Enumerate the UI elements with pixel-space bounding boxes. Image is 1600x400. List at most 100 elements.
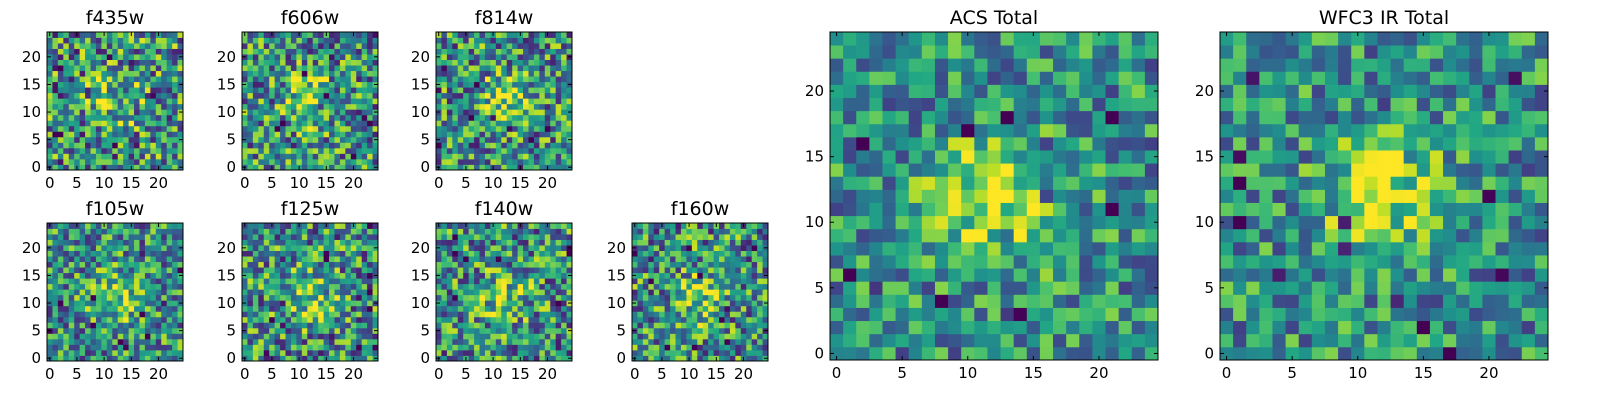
heatmap-cell [869,320,883,335]
heatmap-cell [490,245,497,251]
heatmap-cell [724,327,731,334]
heatmap-cell [285,294,292,301]
heatmap-cell [123,87,129,94]
heatmap-cell [474,250,480,257]
heatmap-cell [323,267,330,274]
heatmap-cell [1079,202,1093,217]
heatmap-cell [550,164,557,171]
heatmap-cell [528,32,535,38]
heatmap-cell [263,43,270,49]
heatmap-cell [263,120,270,127]
heatmap-cell [921,333,936,348]
heatmap-cell [161,48,168,55]
heatmap-cell [367,65,373,72]
heatmap-cell [974,176,988,190]
heatmap-cell [63,65,70,72]
heatmap-cell [539,109,546,116]
heatmap-cell [139,114,146,121]
heatmap-cell [63,316,70,323]
heatmap-cell [740,250,747,257]
panel-title: f814w [475,7,534,29]
heatmap-cell [74,261,81,268]
heatmap-cell [708,245,714,251]
heatmap-cell [555,32,562,38]
heatmap-cell [506,349,513,356]
heatmap-cell [528,311,535,318]
heatmap-cell [468,278,475,285]
heatmap-cell [312,142,319,149]
heatmap-cell [117,76,124,83]
heatmap-cell [512,333,518,340]
heatmap-cell [155,59,162,66]
heatmap-cell [280,223,286,229]
heatmap-cell [648,278,655,285]
heatmap-cell [686,239,693,246]
heatmap-cell [740,333,747,340]
heatmap-cell [843,241,857,256]
heatmap-cell [269,283,276,290]
heatmap-cell [1053,215,1067,230]
heatmap-cell [512,256,518,263]
heatmap-cell [252,125,259,132]
heatmap-cell [296,278,303,285]
heatmap-cell [501,109,508,116]
heatmap-cell [134,316,140,323]
heatmap-cell [474,278,480,285]
heatmap-cell [539,81,546,88]
heatmap-cell [329,333,335,340]
heatmap-cell [1013,241,1028,256]
heatmap-cell [523,120,529,127]
heatmap-cell [68,256,75,263]
heatmap-cell [128,327,135,334]
heatmap-cell [134,300,140,307]
heatmap-cell [751,272,758,279]
heatmap-cell [242,344,248,351]
heatmap-cell [258,147,265,154]
heatmap-cell [296,120,303,127]
heatmap-cell [648,322,655,329]
heatmap-cell [350,153,357,160]
heatmap-cell [637,239,644,246]
heatmap-cell [323,136,330,143]
heatmap-cell [441,43,448,49]
heatmap-cell [68,261,75,268]
heatmap-cell [452,54,459,60]
heatmap-cell [150,142,157,149]
heatmap-cell [670,344,676,351]
heatmap-cell [506,43,513,49]
heatmap-cell [523,223,529,229]
heatmap-cell [95,109,102,116]
heatmap-cell [280,250,286,257]
heatmap-cell [372,142,379,149]
heatmap-cell [177,333,184,340]
heatmap-cell [452,48,459,55]
heatmap-cell [512,355,518,362]
heatmap-cell [757,283,763,290]
heatmap-cell [713,305,720,312]
heatmap-cell [561,267,567,274]
heatmap-cell [512,103,518,110]
heatmap-cell [323,37,330,44]
heatmap-cell [446,153,453,160]
heatmap-cell [150,322,157,329]
heatmap-cell [506,311,513,318]
heatmap-cell [52,153,59,160]
heatmap-cell [301,65,308,72]
heatmap-cell [506,37,513,44]
heatmap-cell [908,215,923,230]
heatmap-cell [296,158,303,165]
heatmap-cell [544,65,551,72]
heatmap-cell [757,228,763,235]
heatmap-cell [719,283,725,290]
heatmap-cell [490,147,497,154]
heatmap-cell [457,136,464,143]
heatmap-cell [334,147,341,154]
x-tick-label: 15 [122,365,141,383]
heatmap-cell [150,54,157,60]
heatmap-cell [934,294,949,308]
heatmap-cell [90,239,97,246]
heatmap-cell [757,311,763,318]
heatmap-cell [334,103,341,110]
heatmap-cell [523,250,529,257]
heatmap-cell [350,228,357,235]
